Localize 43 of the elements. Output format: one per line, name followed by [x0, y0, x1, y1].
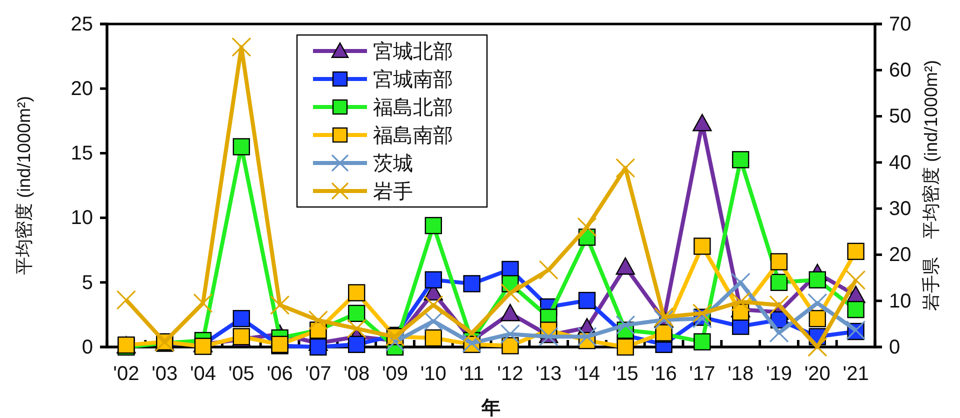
y2-tick-label: 40 — [889, 152, 912, 174]
x-tick-label: '11 — [460, 363, 484, 385]
legend-label: 宮城南部 — [373, 68, 453, 91]
x-tick-label: '09 — [382, 363, 408, 385]
x-tick-label: '06 — [266, 363, 293, 385]
x-tick-label: '13 — [536, 363, 562, 385]
x-tick-label: '15 — [612, 363, 638, 385]
x-tick-label: '21 — [842, 363, 869, 385]
x-tick-label: '20 — [804, 363, 830, 385]
x-tick-label: '07 — [305, 363, 332, 385]
y2-tick-label: 30 — [889, 198, 912, 220]
y2-tick-label: 20 — [889, 244, 912, 266]
y2-axis-title: 岩手県 平均密度 (ind/1000m²) — [921, 60, 941, 312]
x-tick-label: '02 — [113, 363, 140, 385]
y-axis-title: 平均密度 (ind/1000m²) — [14, 96, 34, 276]
y-tick-label: 5 — [82, 272, 93, 294]
y2-tick-label: 10 — [889, 290, 912, 312]
x-tick-label: '12 — [497, 363, 524, 385]
x-tick-label: '16 — [650, 363, 677, 385]
x-tick-label: '05 — [228, 363, 254, 385]
x-tick-label: '04 — [190, 363, 216, 385]
legend-label: 福島南部 — [373, 125, 453, 147]
y-tick-label: 25 — [70, 13, 93, 36]
y2-tick-label: 0 — [889, 336, 900, 358]
x-tick-label: '08 — [344, 363, 370, 385]
y2-tick-label: 60 — [889, 60, 912, 82]
y-tick-label: 10 — [70, 207, 93, 230]
legend-label: 岩手 — [373, 181, 413, 203]
y2-tick-label: 70 — [889, 13, 912, 36]
y-tick-label: 0 — [82, 336, 93, 358]
legend-label: 福島北部 — [373, 97, 453, 119]
x-tick-label: '10 — [420, 363, 446, 385]
legend-label: 茨城 — [373, 153, 413, 175]
x-tick-label: '17 — [689, 363, 716, 385]
y-tick-label: 20 — [70, 78, 93, 100]
x-tick-label: '14 — [574, 363, 600, 385]
y2-tick-label: 50 — [889, 106, 912, 128]
x-tick-label: '03 — [152, 363, 178, 385]
x-axis-title: 年 — [480, 398, 500, 418]
y-tick-label: 15 — [70, 142, 93, 165]
x-tick-label: '19 — [766, 363, 792, 385]
legend-label: 宮城北部 — [373, 40, 453, 63]
x-tick-label: '18 — [728, 363, 754, 385]
